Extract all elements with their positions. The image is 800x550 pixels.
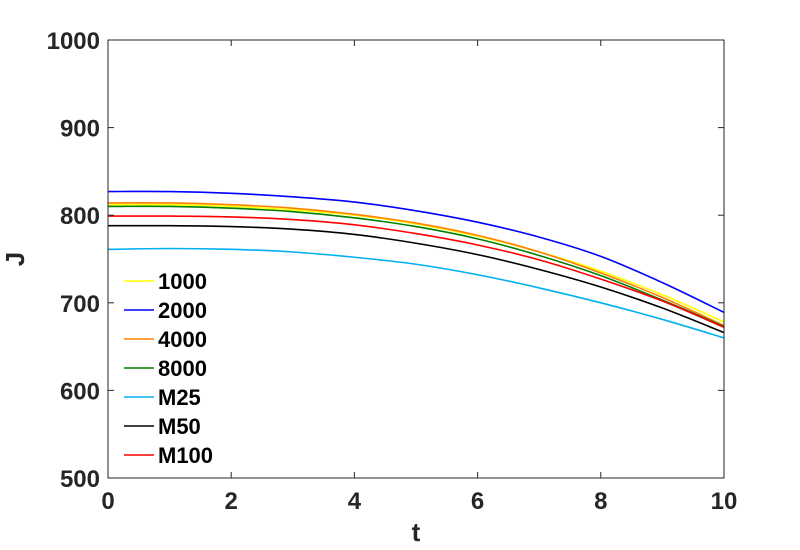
legend-label-8000: 8000 — [158, 356, 207, 381]
legend: 1000 2000 4000 8000 M25 M50 M100 — [124, 269, 213, 468]
x-tick-label: 6 — [471, 488, 484, 515]
plot-frame — [107, 39, 725, 479]
x-tick-label: 4 — [348, 488, 362, 515]
y-tick-label: 600 — [60, 378, 100, 405]
plot-area — [108, 40, 724, 478]
series-line-4000 — [107, 202, 725, 327]
series-line-8000 — [107, 205, 725, 328]
x-tick-label: 2 — [225, 488, 238, 515]
legend-label-1000: 1000 — [158, 269, 207, 294]
y-tick-label: 1000 — [47, 28, 100, 55]
series-layer — [107, 190, 725, 339]
series-line-m25 — [107, 247, 725, 339]
y-tick-label: 800 — [60, 203, 100, 230]
x-tick-label: 0 — [101, 488, 114, 515]
legend-label-4000: 4000 — [158, 327, 207, 352]
x-tick-label: 8 — [594, 488, 607, 515]
x-tick-label: 10 — [711, 488, 738, 515]
legend-label-2000: 2000 — [158, 298, 207, 323]
y-tick-label: 500 — [60, 466, 100, 493]
y-axis-label: J — [0, 252, 30, 266]
series-line-2000 — [107, 190, 725, 314]
series-line-1000 — [107, 203, 725, 323]
legend-label-m100: M100 — [158, 443, 213, 468]
series-line-m100 — [107, 215, 725, 329]
legend-label-m25: M25 — [158, 385, 201, 410]
series-line-m50 — [107, 224, 725, 334]
y-tick-label: 900 — [60, 116, 100, 143]
legend-label-m50: M50 — [158, 414, 201, 439]
x-axis-label: t — [412, 517, 421, 547]
tick-layer: 0 2 4 6 8 10 500 600 700 800 900 1000 — [47, 28, 738, 515]
y-tick-label: 700 — [60, 291, 100, 318]
